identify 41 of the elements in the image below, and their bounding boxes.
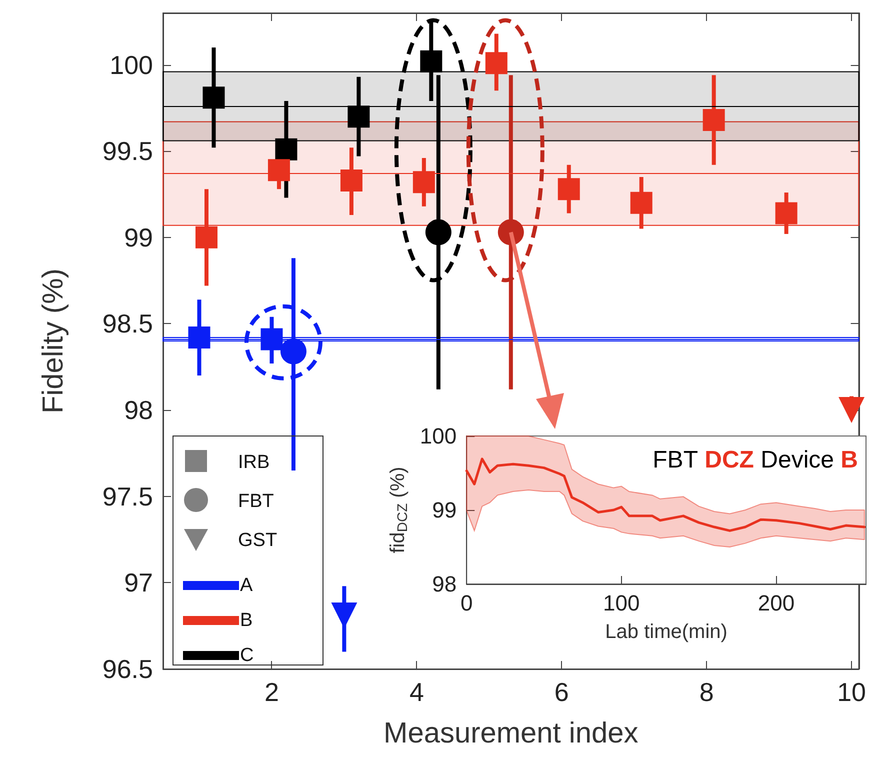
legend-label: B <box>240 610 253 631</box>
y-axis-title: Fidelity (%) <box>38 268 70 414</box>
legend-label: A <box>240 575 253 596</box>
point <box>195 226 218 248</box>
x-axis-title: Lab time(min) <box>605 621 728 643</box>
y-tick-label: 98 <box>124 395 153 426</box>
y-tick-label: 98 <box>432 572 457 596</box>
point <box>702 109 725 132</box>
x-tick-label: 10 <box>837 677 866 707</box>
y-tick-label: 96.5 <box>102 654 153 684</box>
annotation: GST <box>238 530 278 551</box>
y-tick-label: 98.5 <box>102 308 153 339</box>
x-tick-label: 2 <box>264 677 279 707</box>
point <box>485 52 508 74</box>
annotation: FBT <box>238 491 274 512</box>
y-tick-label: 97 <box>124 568 153 598</box>
point <box>340 169 362 192</box>
legend-label: C <box>240 645 254 666</box>
chart-title: FBT DCZ Device B <box>652 446 858 474</box>
x-tick-label: 200 <box>758 590 795 616</box>
point <box>630 192 652 214</box>
y-tick-label: 100 <box>110 50 153 80</box>
annotation: IRB <box>238 452 270 473</box>
y-axis-title: fidDCZ (%) <box>387 466 410 554</box>
point <box>498 219 524 246</box>
x-axis-title: Measurement index <box>384 718 639 750</box>
point <box>425 219 452 246</box>
point <box>268 159 290 182</box>
y-tick-label: 99.5 <box>102 136 153 166</box>
y-tick-label: 99 <box>124 222 153 252</box>
x-tick-label: 6 <box>554 677 569 707</box>
x-tick-label: 8 <box>699 677 714 707</box>
point <box>412 171 435 194</box>
y-tick-label: 100 <box>420 424 457 448</box>
y-tick-label: 99 <box>432 498 457 522</box>
x-tick-label: 100 <box>603 590 640 616</box>
y-tick-label: 97.5 <box>102 481 153 512</box>
x-tick-label: 0 <box>460 590 473 616</box>
point <box>775 202 798 224</box>
point <box>558 178 580 200</box>
x-tick-label: 4 <box>409 677 424 707</box>
